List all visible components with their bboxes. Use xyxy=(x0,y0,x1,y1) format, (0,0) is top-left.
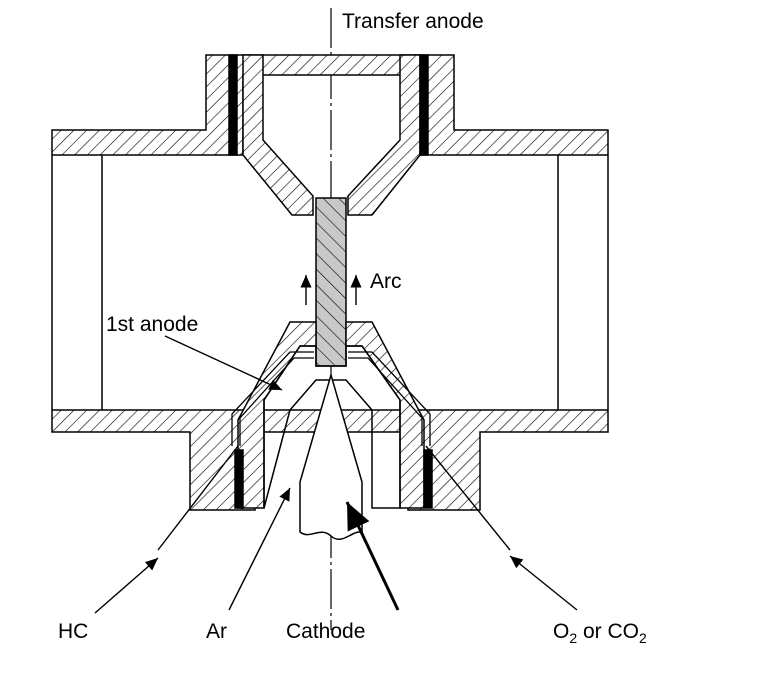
label-first-anode: 1st anode xyxy=(106,313,198,336)
label-cathode: Cathode xyxy=(286,620,365,643)
label-o2-or-co2: O2 or CO2 xyxy=(553,620,647,646)
first-anode xyxy=(234,321,433,509)
hc-pointer xyxy=(94,557,159,614)
label-hc: HC xyxy=(58,620,88,643)
gas-channels xyxy=(231,351,431,446)
label-arc: Arc xyxy=(370,270,402,293)
label-or-co: or CO xyxy=(577,620,639,643)
label-co2-subscript: 2 xyxy=(639,630,647,646)
label-ar: Ar xyxy=(206,620,227,643)
cathode-pointer xyxy=(345,501,400,611)
label-o2-subscript: 2 xyxy=(569,630,577,646)
label-o2-o: O xyxy=(553,620,569,643)
pointer-arrows xyxy=(94,275,578,614)
hc-flow-line xyxy=(157,445,239,551)
cathode-body xyxy=(299,372,363,541)
first-anode-pointer xyxy=(164,335,283,391)
o2-pointer xyxy=(509,555,578,611)
ar-pointer xyxy=(228,487,291,611)
label-transfer-anode: Transfer anode xyxy=(342,10,484,33)
transfer-anode-nozzle xyxy=(228,54,429,216)
o2-flow-line xyxy=(425,445,511,551)
arc-column xyxy=(315,197,347,367)
